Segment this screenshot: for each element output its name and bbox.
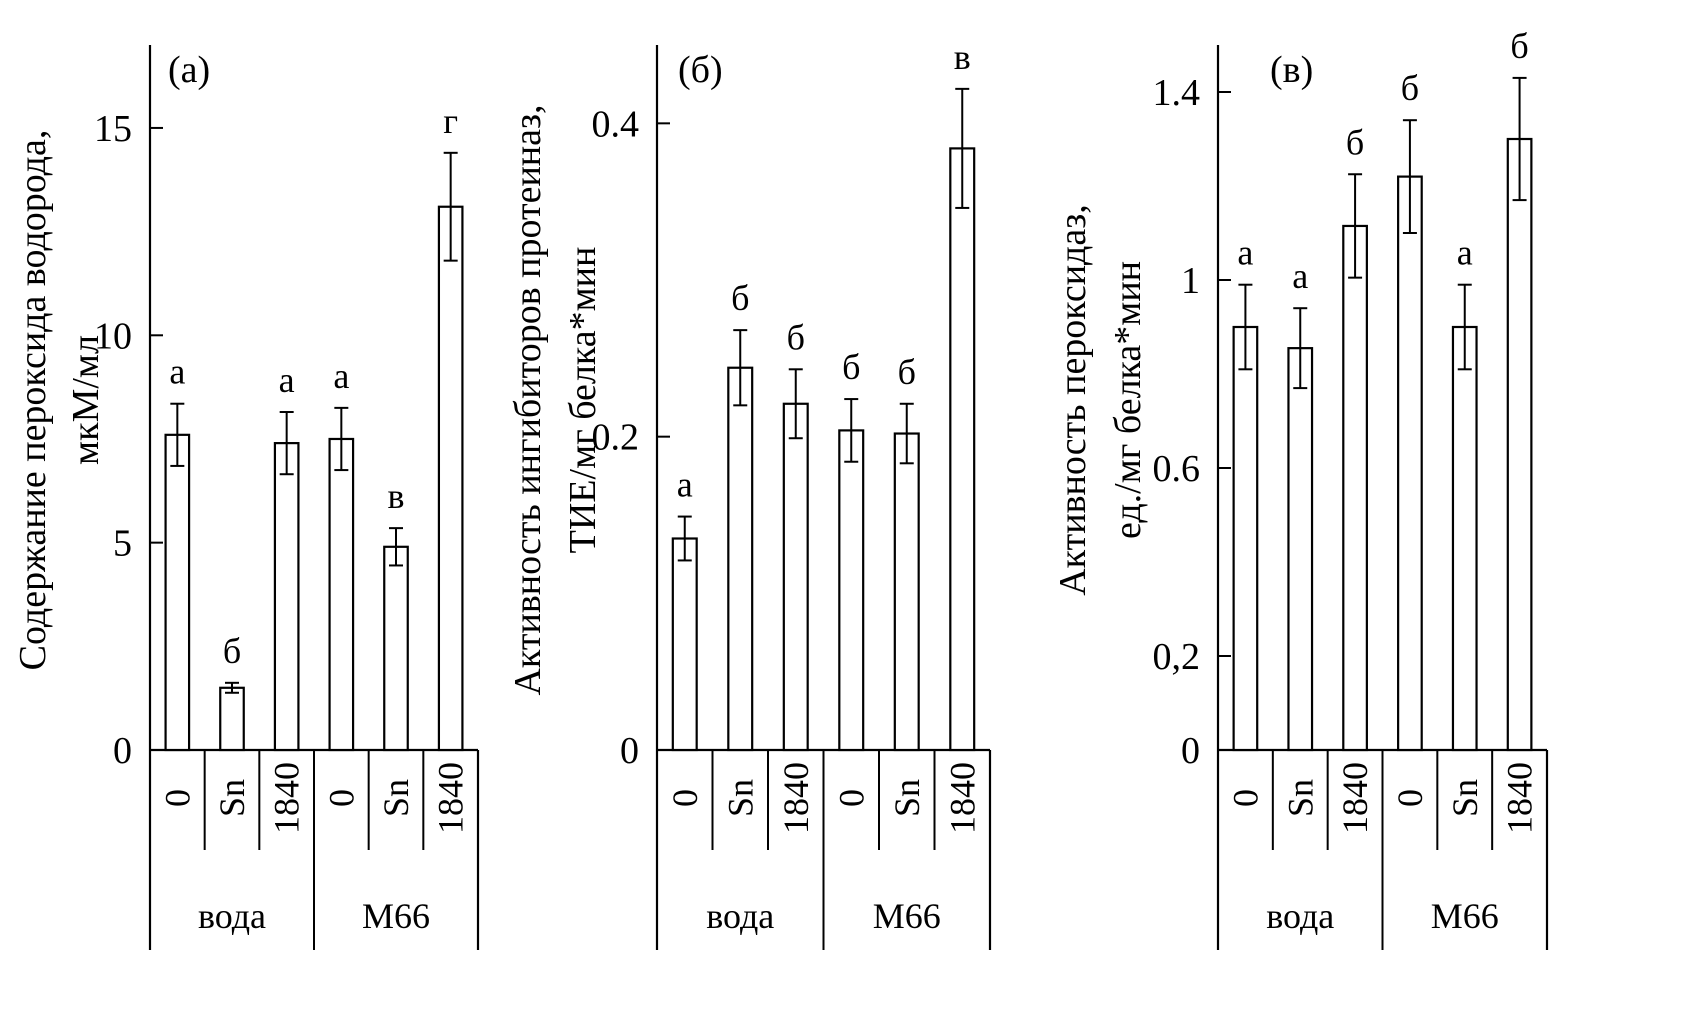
bar [273, 442, 300, 752]
bar [164, 433, 191, 752]
y-axis-title-line: Активность пероксидаз, [1052, 204, 1094, 596]
significance-letter: б [787, 317, 805, 357]
significance-letter: б [842, 347, 860, 387]
bar [1287, 347, 1314, 752]
y-axis-title-line: ТИЕ/мг белка*мин [562, 247, 604, 554]
x-category-label: 0 [1390, 789, 1430, 807]
y-axis-title-line: ед./мг белка*мин [1107, 261, 1149, 539]
bar [671, 537, 698, 752]
significance-letter: б [1401, 68, 1419, 108]
y-tick-label: 15 [94, 108, 132, 150]
bar [838, 429, 865, 752]
significance-letter: б [1510, 26, 1528, 66]
x-category-label: 1840 [942, 762, 982, 834]
x-category-label: Sn [1445, 779, 1485, 817]
bar [219, 686, 245, 752]
y-tick-label: 1.4 [1153, 72, 1201, 114]
bar [727, 366, 754, 752]
bar [1397, 175, 1423, 752]
significance-letter: а [333, 356, 349, 396]
significance-letter: г [443, 101, 458, 141]
group-label: М66 [362, 896, 430, 936]
significance-letter: б [1346, 122, 1364, 162]
y-tick-label: 1 [1181, 260, 1200, 302]
significance-letter: а [1292, 256, 1308, 296]
group-label: вода [1266, 896, 1334, 936]
panel-label: (б) [678, 49, 723, 91]
significance-letter: б [731, 278, 749, 318]
x-category-label: 1840 [431, 762, 471, 834]
x-category-label: 1840 [267, 762, 307, 834]
x-category-label: 0 [1225, 789, 1265, 807]
x-category-label: 1840 [776, 762, 816, 834]
significance-letter: а [677, 465, 693, 505]
x-category-label: Sn [720, 779, 760, 817]
x-category-label: 0 [831, 789, 871, 807]
bar [1232, 325, 1259, 752]
y-axis-title-line: Активность ингибиторов протеиназ, [507, 104, 549, 695]
panel-label: (а) [168, 49, 210, 91]
group-label: вода [706, 896, 774, 936]
significance-letter: а [1237, 233, 1253, 273]
y-tick-label: 0.2 [592, 417, 640, 459]
y-tick-label: 10 [94, 315, 132, 357]
bar [893, 432, 920, 752]
panel-a-hydrogen-peroxide: 0 5 10 15 (а) Содержание пероксида водорода, м… [12, 45, 480, 950]
bar [1506, 137, 1533, 752]
group-label: М66 [873, 896, 941, 936]
x-category-label: Sn [887, 779, 927, 817]
significance-letter: в [388, 476, 405, 516]
y-tick-label: 0,2 [1153, 636, 1201, 678]
x-category-label: 0 [157, 789, 197, 807]
y-tick-label: 0 [113, 730, 132, 772]
y-tick-label: 0 [620, 730, 639, 772]
y-tick-label: 0.4 [592, 103, 640, 145]
y-axis-title-line: Содержание пероксида водорода, [12, 130, 54, 671]
x-category-label: 1840 [1500, 762, 1540, 834]
bar [949, 147, 976, 752]
bar [1342, 224, 1368, 752]
significance-letter: б [898, 352, 916, 392]
x-category-label: Sn [1280, 779, 1320, 817]
y-tick-label: 0.6 [1153, 448, 1201, 490]
bar [328, 437, 355, 752]
x-category-label: 0 [665, 789, 705, 807]
panel-b-proteinase-inhibitors: 0 0.2 0.4 (б) Активность ингибиторов протеин… [507, 37, 992, 950]
bar [1451, 325, 1478, 752]
x-category-label: Sn [212, 779, 252, 817]
y-axis-title-line: мкМ/мл [65, 335, 107, 465]
significance-letter: б [223, 631, 241, 671]
panel-label: (в) [1270, 49, 1313, 91]
significance-letter: а [279, 360, 295, 400]
x-category-label: Sn [376, 779, 416, 817]
significance-letter: а [1457, 233, 1473, 273]
bar [437, 205, 464, 752]
significance-letter: а [169, 352, 185, 392]
x-category-label: 1840 [1335, 762, 1375, 834]
y-tick-label: 0 [1181, 730, 1200, 772]
bar [782, 402, 809, 752]
x-category-label: 0 [321, 789, 361, 807]
panel-c-peroxidases: 0 0,2 0.6 1 1.4 (в) Активность пероксидаз, ед./… [1052, 26, 1549, 950]
bar [383, 545, 409, 752]
significance-letter: в [954, 37, 971, 77]
group-label: вода [198, 896, 266, 936]
y-tick-label: 5 [113, 523, 132, 565]
group-label: М66 [1431, 896, 1499, 936]
